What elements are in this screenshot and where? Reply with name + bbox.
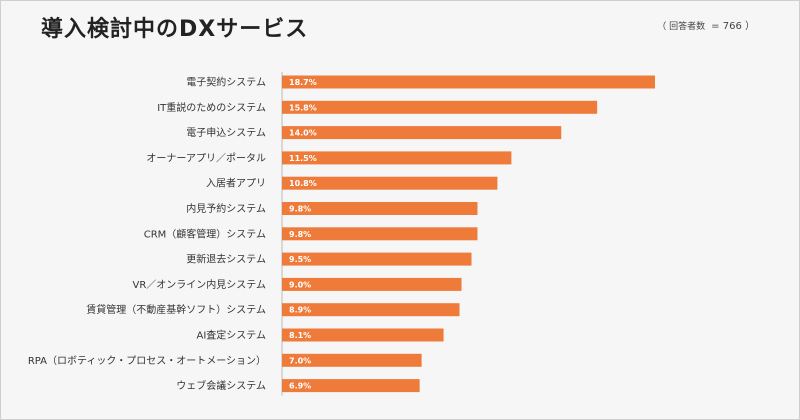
- category-label: VR／オンライン内見システム: [133, 278, 267, 291]
- value-label: 9.8%: [289, 230, 311, 239]
- category-label: 賃貸管理（不動産基幹ソフト）システム: [86, 303, 266, 316]
- category-label: IT重説のためのシステム: [157, 101, 266, 114]
- category-label: 内見予約システム: [186, 202, 266, 215]
- bar: [282, 379, 420, 393]
- value-label: 8.9%: [289, 306, 311, 315]
- bar: [282, 151, 512, 165]
- category-label: 電子申込システム: [186, 126, 266, 139]
- value-label: 7.0%: [289, 356, 311, 365]
- bar: [282, 303, 460, 317]
- respondent-count-value: = 766 ）: [711, 21, 755, 32]
- value-label: 14.0%: [289, 129, 317, 138]
- bar: [282, 176, 498, 190]
- value-label: 11.5%: [289, 154, 317, 163]
- category-label: 更新退去システム: [186, 253, 266, 266]
- category-label: ウェブ会議システム: [176, 379, 266, 392]
- value-label: 9.0%: [289, 280, 311, 289]
- bar: [282, 227, 478, 241]
- value-label: 10.8%: [289, 179, 317, 188]
- chart-title: 導入検討中のDXサービス: [41, 17, 309, 42]
- respondent-count: （ 回答者数 = 766 ）: [657, 17, 755, 32]
- bar: [282, 100, 598, 114]
- value-label: 6.9%: [289, 382, 311, 391]
- value-label: 9.5%: [289, 255, 311, 264]
- category-label: AI査定システム: [197, 329, 267, 342]
- category-label: 入居者アプリ: [206, 178, 266, 190]
- bar: [282, 252, 472, 266]
- category-label: CRM（顧客管理）システム: [144, 227, 266, 240]
- category-label: オーナーアプリ／ポータル: [146, 152, 266, 164]
- value-label: 15.8%: [289, 103, 317, 112]
- category-label: RPA（ロボティック・プロセス・オートメーション）: [28, 355, 266, 367]
- bar: [282, 126, 562, 140]
- respondent-count-label: （ 回答者数: [657, 22, 706, 32]
- category-label: 電子契約システム: [186, 76, 266, 89]
- value-label: 18.7%: [289, 78, 317, 87]
- bar: [282, 277, 462, 291]
- value-label: 9.8%: [289, 205, 311, 214]
- bar: [282, 75, 655, 89]
- value-label: 8.1%: [289, 331, 311, 340]
- bar: [282, 202, 478, 215]
- bar: [282, 353, 422, 367]
- bar: [282, 328, 444, 342]
